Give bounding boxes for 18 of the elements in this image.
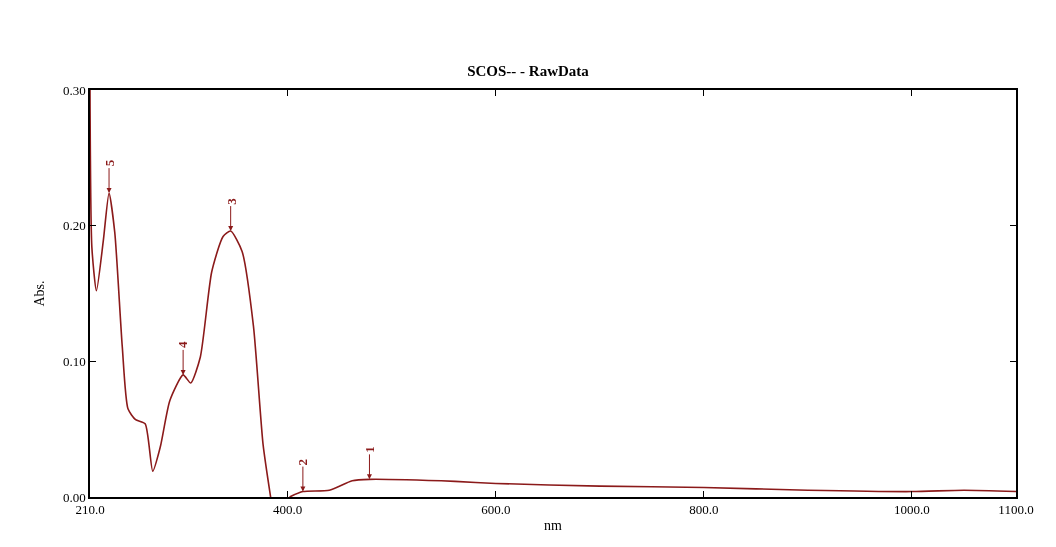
y-tick-label: 0.20: [62, 218, 86, 234]
y-tick-label: 0.10: [62, 353, 86, 369]
x-tick-label: 600.0: [481, 502, 511, 518]
x-tick-label: 1000.0: [894, 502, 930, 518]
annotation: 5: [101, 159, 117, 167]
chart-title: SCOS-- - RawData: [467, 63, 590, 80]
annotation: 1: [362, 446, 378, 453]
y-tick-label: 0.00: [62, 489, 86, 505]
x-axis-title: nm: [544, 518, 563, 534]
annotation: 2: [295, 458, 311, 466]
annotation: 4: [175, 341, 191, 349]
annotation: 3: [223, 197, 239, 205]
y-axis-title: Abs.: [32, 280, 47, 307]
x-tick-label: 800.0: [689, 502, 719, 518]
x-tick-label: 400.0: [273, 502, 303, 518]
x-tick-label: 1100.0: [998, 502, 1034, 518]
y-tick-label: 0.30: [62, 82, 86, 98]
x-tick-label: 210.0: [75, 502, 105, 518]
